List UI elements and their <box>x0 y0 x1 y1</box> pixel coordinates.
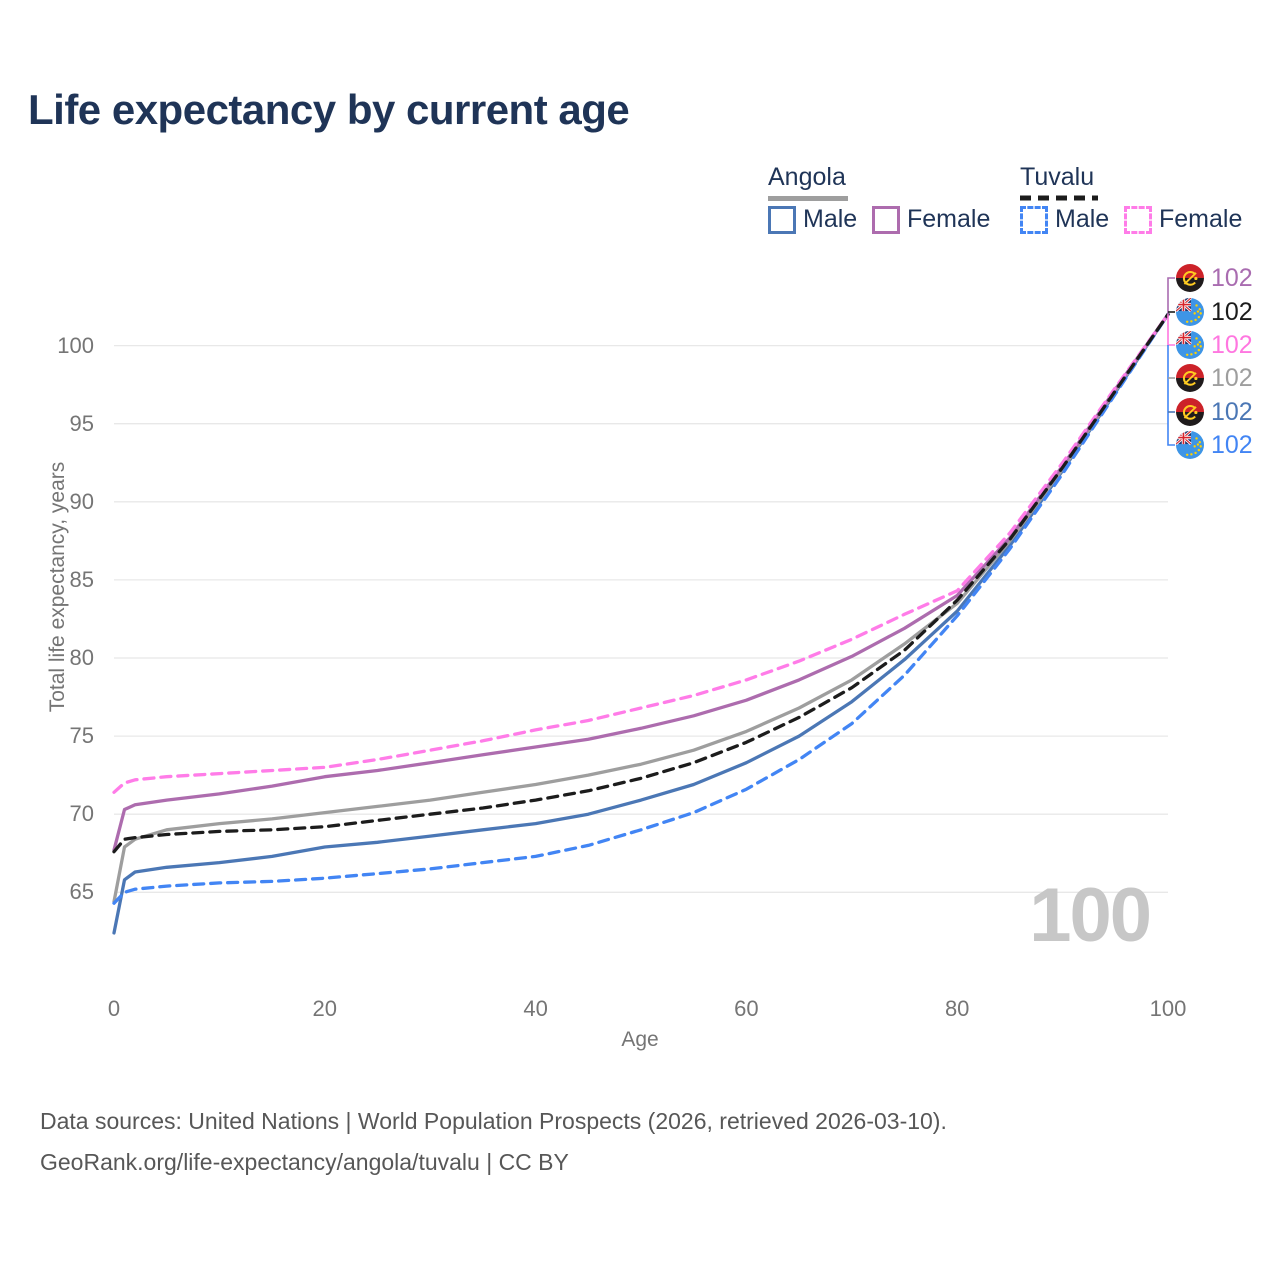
legend-label: Male <box>803 205 858 233</box>
x-tick-label: 60 <box>734 996 759 1021</box>
series-line-tuvalu_female[interactable] <box>112 312 1170 794</box>
end-value: 102 <box>1211 431 1253 459</box>
tuvalu-flag-icon <box>1176 431 1204 459</box>
y-tick-label: 75 <box>69 723 94 749</box>
y-tick-label: 95 <box>69 410 94 436</box>
end-label-angola_female: 102 <box>1176 264 1253 292</box>
angola-flag-icon <box>1176 398 1204 426</box>
legend-item-tuvalu-male[interactable]: Male <box>1020 205 1109 234</box>
y-tick-label: 70 <box>69 801 94 827</box>
x-tick-label: 0 <box>107 996 121 1021</box>
legend-country-tuvalu-label: Tuvalu <box>1020 163 1095 191</box>
legend-item-tuvalu-female[interactable]: Female <box>1124 205 1242 234</box>
series-line-angola_female[interactable] <box>112 312 1170 852</box>
legend-angola-line-sample <box>768 196 848 201</box>
end-value: 102 <box>1211 364 1253 392</box>
legend-label: Female <box>1159 205 1243 233</box>
end-value: 102 <box>1211 264 1253 292</box>
y-tick-label: 80 <box>69 645 94 670</box>
leader-line <box>1167 277 1175 315</box>
series-line-tuvalu_both[interactable] <box>112 312 1170 854</box>
x-tick-label: 40 <box>523 996 548 1021</box>
leader-line <box>1167 314 1175 346</box>
y-tick-label: 65 <box>69 879 94 905</box>
legend-label: Male <box>1055 205 1110 233</box>
end-value: 102 <box>1211 398 1253 426</box>
angola-female-swatch-icon <box>872 205 900 234</box>
legend-label: Female <box>907 205 991 233</box>
legend-group-angola[interactable]: Angola <box>768 163 848 201</box>
tuvalu-flag-icon <box>1176 298 1204 326</box>
x-tick-label: 100 <box>1149 996 1187 1021</box>
series-line-angola_both[interactable] <box>112 312 1170 904</box>
end-value: 102 <box>1211 298 1253 326</box>
legend-group-tuvalu[interactable]: Tuvalu <box>1020 163 1098 201</box>
end-label-angola_male: 102 <box>1176 398 1253 426</box>
angola-flag-icon <box>1176 364 1204 392</box>
x-tick-label: 20 <box>312 996 338 1021</box>
legend-tuvalu-line-sample <box>1020 195 1098 201</box>
tuvalu-female-swatch-icon <box>1124 205 1152 234</box>
legend-item-angola-male[interactable]: Male <box>768 205 857 234</box>
x-tick-label: 80 <box>944 996 970 1021</box>
tuvalu-male-swatch-icon <box>1020 205 1048 234</box>
data-sources-text: Data sources: United Nations | World Pop… <box>40 1108 947 1134</box>
y-tick-label: 85 <box>69 566 94 592</box>
end-value: 102 <box>1211 331 1253 359</box>
age-indicator-watermark: 100 <box>1029 873 1152 958</box>
end-label-tuvalu_female: 102 <box>1176 331 1253 359</box>
legend-item-angola-female[interactable]: Female <box>872 205 990 234</box>
angola-male-swatch-icon <box>768 205 796 234</box>
tuvalu-flag-icon <box>1176 331 1204 359</box>
x-axis-title: Age <box>621 1028 659 1051</box>
leader-line <box>1167 345 1175 446</box>
series-line-tuvalu_male[interactable] <box>112 312 1170 905</box>
end-label-tuvalu_male: 102 <box>1176 431 1253 459</box>
legend-country-angola-label: Angola <box>768 163 846 191</box>
end-label-tuvalu_both: 102 <box>1176 298 1253 326</box>
end-label-angola_both: 102 <box>1176 364 1253 392</box>
attribution-text: GeoRank.org/life-expectancy/angola/tuval… <box>40 1149 569 1175</box>
series-line-angola_male[interactable] <box>112 312 1170 935</box>
page-title: Life expectancy by current age <box>28 86 630 133</box>
y-tick-label: 100 <box>57 332 94 358</box>
y-tick-label: 90 <box>69 488 94 514</box>
angola-flag-icon <box>1176 264 1204 292</box>
